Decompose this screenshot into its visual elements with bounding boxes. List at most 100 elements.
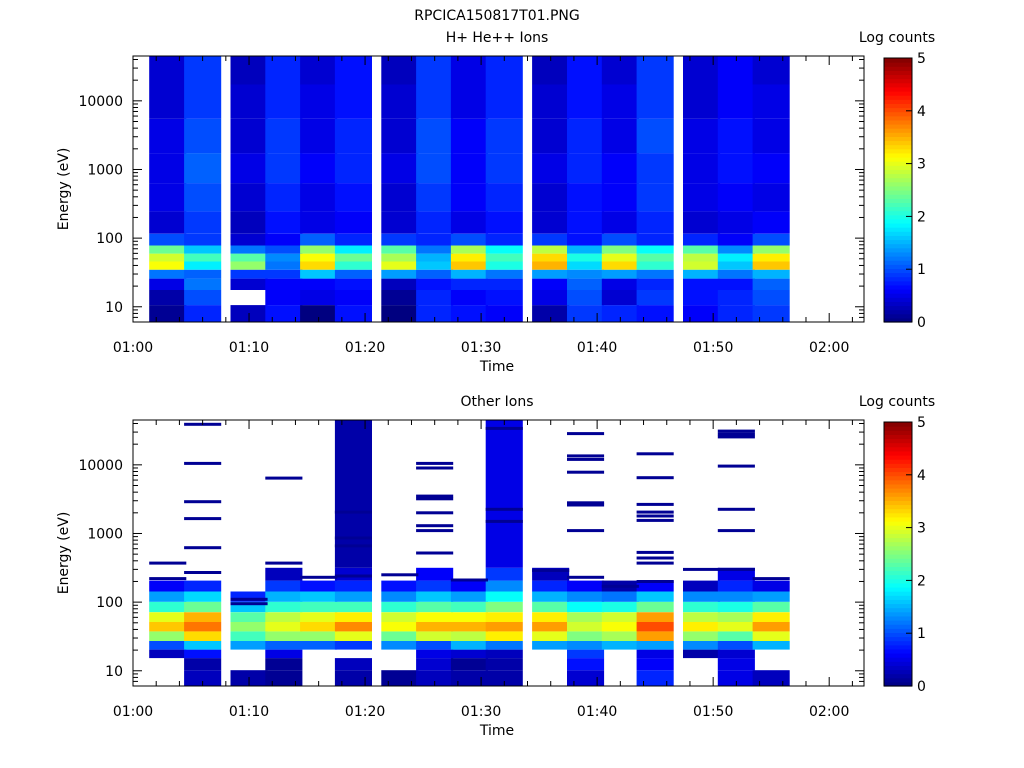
heatmap-cell (601, 233, 639, 246)
colorbar-swatch (884, 541, 912, 547)
colorbar-swatch (884, 508, 912, 514)
colorbar-swatch (884, 582, 912, 588)
heatmap-cell (601, 305, 639, 322)
colorbar-swatch (884, 496, 912, 501)
sparse-count-line (334, 510, 372, 514)
heatmap-cell (300, 641, 338, 650)
heatmap-cell (717, 233, 755, 246)
heatmap-cell (265, 631, 303, 641)
heatmap-cell (265, 601, 303, 613)
heatmap-cell (149, 580, 187, 592)
heatmap-cell (717, 261, 755, 270)
heatmap-cell (601, 278, 639, 290)
heatmap-cell (149, 233, 187, 246)
colorbar-swatch (884, 430, 912, 435)
heatmap-cell (485, 261, 523, 270)
heatmap-cell (683, 601, 721, 613)
heatmap-cell (265, 567, 303, 581)
heatmap-cell (265, 211, 303, 234)
heatmap-cell (532, 631, 570, 641)
heatmap-cell (532, 253, 570, 262)
heatmap-cell (567, 269, 605, 279)
heatmap-cell (149, 305, 187, 322)
heatmap-cell (636, 631, 674, 641)
heatmap-cell (265, 641, 303, 650)
colorbar-tick-label: 4 (917, 104, 926, 120)
heatmap-cell (230, 118, 268, 154)
top-heatmap-cells (149, 56, 790, 322)
colorbar-swatch (884, 235, 912, 241)
colorbar-swatch (884, 521, 912, 526)
heatmap-cell (230, 84, 268, 119)
heatmap-cell (230, 153, 268, 184)
sparse-count-line (636, 502, 674, 506)
heatmap-cell (683, 612, 721, 622)
heatmap-cell (717, 305, 755, 322)
heatmap-cell (567, 580, 605, 592)
heatmap-cell (300, 269, 338, 279)
colorbar-swatch (884, 157, 912, 162)
heatmap-cell (485, 580, 523, 592)
heatmap-cell (567, 233, 605, 246)
sparse-count-line (149, 577, 187, 581)
heatmap-cell (450, 278, 488, 290)
heatmap-cell (184, 118, 222, 154)
sparse-count-line (230, 602, 268, 606)
heatmap-cell (300, 580, 338, 592)
heatmap-cell (683, 253, 721, 262)
sparse-count-line (636, 580, 674, 583)
heatmap-cell (416, 601, 454, 613)
heatmap-cell (485, 641, 523, 650)
heatmap-cell (752, 261, 790, 270)
y-tick-label: 100 (96, 231, 123, 247)
heatmap-cell (416, 641, 454, 650)
heatmap-cell (601, 290, 639, 306)
heatmap-cell (300, 591, 338, 602)
top-y-axis-label: Energy (eV) (56, 148, 72, 231)
colorbar-swatch (884, 148, 912, 154)
heatmap-cell (485, 591, 523, 602)
x-tick-label: 01:30 (461, 340, 501, 356)
heatmap-cell (752, 269, 790, 279)
heatmap-cell (636, 211, 674, 234)
heatmap-cell (450, 245, 488, 254)
heatmap-cell (636, 153, 674, 184)
heatmap-cell (230, 631, 268, 641)
colorbar-swatch (884, 653, 912, 658)
heatmap-cell (567, 591, 605, 602)
heatmap-cell (601, 183, 639, 212)
x-tick-label: 01:00 (113, 704, 153, 720)
heatmap-cell (717, 278, 755, 290)
heatmap-cell (149, 84, 187, 119)
heatmap-cell (636, 612, 674, 622)
heatmap-cell (752, 305, 790, 322)
heatmap-cell (752, 290, 790, 306)
sparse-count-line (334, 544, 372, 548)
colorbar-swatch (884, 119, 912, 125)
colorbar-swatch (884, 620, 912, 625)
heatmap-cell (717, 183, 755, 212)
sparse-count-line (567, 501, 605, 505)
heatmap-cell (532, 612, 570, 622)
colorbar-swatch (884, 554, 912, 559)
y-tick-label: 100 (96, 595, 123, 611)
colorbar-swatch (884, 463, 912, 468)
colorbar-tick-label: 5 (917, 51, 926, 67)
heatmap-cell (567, 84, 605, 119)
heatmap-cell (636, 233, 674, 246)
colorbar-swatch (884, 132, 912, 137)
heatmap-cell (300, 278, 338, 290)
sparse-count-line (184, 517, 222, 521)
heatmap-cell (567, 658, 605, 671)
heatmap-cell (717, 118, 755, 154)
colorbar-swatch (884, 673, 912, 679)
heatmap-cell (265, 580, 303, 592)
heatmap-cell (450, 269, 488, 279)
heatmap-cell (184, 305, 222, 322)
heatmap-cell (752, 670, 790, 686)
x-tick-label: 01:50 (693, 340, 733, 356)
heatmap-cell (416, 670, 454, 686)
heatmap-cell (717, 641, 755, 650)
heatmap-cell (300, 153, 338, 184)
heatmap-cell (184, 84, 222, 119)
